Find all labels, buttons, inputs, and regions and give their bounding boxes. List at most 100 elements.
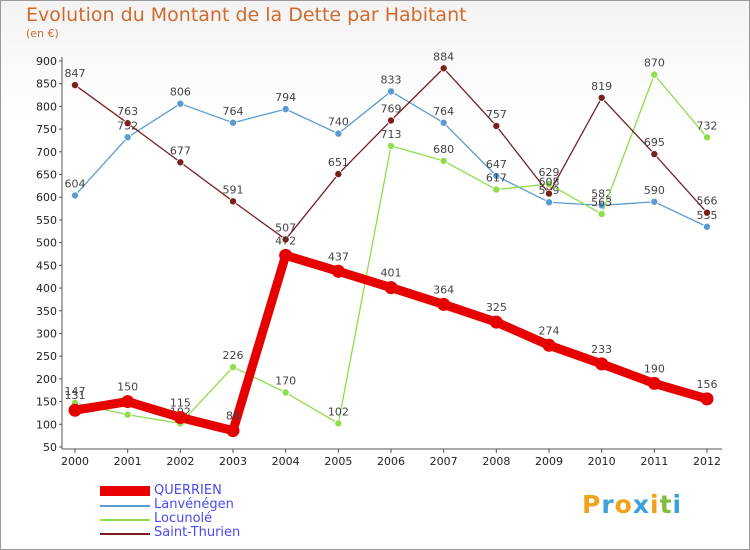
data-label: 870	[644, 57, 665, 70]
data-label: 274	[539, 324, 560, 337]
logo-letter: t	[659, 490, 673, 519]
legend-item-locunole[interactable]: Locunolé	[100, 512, 300, 526]
y-tick-label: 400	[36, 282, 57, 295]
legend-item-lanvenegen[interactable]: Lanvénégen	[100, 498, 300, 512]
data-point	[492, 171, 501, 180]
data-label: 629	[539, 166, 560, 179]
x-tick-label: 2006	[377, 455, 405, 468]
data-point	[439, 156, 448, 165]
data-label: 651	[328, 156, 349, 169]
data-point	[281, 388, 290, 397]
data-label: 833	[381, 73, 402, 86]
y-tick-label: 750	[36, 123, 57, 136]
data-point	[331, 264, 345, 278]
data-point	[228, 197, 237, 206]
data-point	[492, 121, 501, 130]
x-tick-label: 2003	[219, 455, 247, 468]
data-label: 764	[433, 105, 454, 118]
data-point	[176, 99, 185, 108]
data-point	[71, 191, 80, 200]
data-label: 364	[433, 283, 454, 296]
data-label: 147	[65, 385, 86, 398]
y-tick-label: 550	[36, 214, 57, 227]
data-point	[650, 197, 659, 206]
data-label: 764	[223, 105, 244, 118]
data-point	[647, 376, 661, 390]
data-point	[123, 133, 132, 142]
chart-subtitle: (en €)	[26, 27, 59, 40]
data-label: 150	[117, 381, 138, 394]
data-label: 566	[697, 195, 718, 208]
data-point	[650, 70, 659, 79]
proxiti-logo: Proxiti	[582, 490, 682, 519]
legend: QUERRIEN Lanvénégen Locunolé Saint-Thuri…	[100, 484, 300, 540]
legend-swatch	[100, 519, 150, 521]
data-point	[437, 297, 451, 311]
data-point	[597, 93, 606, 102]
data-point	[386, 141, 395, 150]
data-label: 472	[275, 234, 296, 247]
data-point	[121, 395, 135, 409]
data-point	[384, 281, 398, 295]
logo-letter: x	[632, 490, 650, 519]
data-point	[123, 119, 132, 128]
y-tick-label: 100	[36, 418, 57, 431]
y-tick-label: 650	[36, 169, 57, 182]
data-point	[281, 235, 290, 244]
data-point	[228, 363, 237, 372]
data-label: 115	[170, 396, 191, 409]
x-tick-label: 2008	[482, 455, 510, 468]
data-point	[68, 403, 82, 417]
data-label: 226	[223, 349, 244, 362]
x-tick-label: 2001	[114, 455, 142, 468]
logo-letter: o	[614, 490, 633, 519]
data-point	[650, 150, 659, 159]
legend-swatch	[100, 486, 150, 496]
x-tick-label: 2007	[430, 455, 458, 468]
legend-label: QUERRIEN	[154, 483, 222, 498]
data-point	[173, 410, 187, 424]
data-label: 437	[328, 250, 349, 263]
data-label: 847	[65, 67, 86, 80]
data-label: 102	[328, 405, 349, 418]
logo-letter: r	[601, 490, 615, 519]
data-point	[597, 210, 606, 219]
data-point	[545, 189, 554, 198]
data-point	[386, 116, 395, 125]
y-tick-label: 450	[36, 259, 57, 272]
data-point	[334, 170, 343, 179]
x-tick-label: 2010	[588, 455, 616, 468]
legend-item-saint-thurien[interactable]: Saint-Thurien	[100, 526, 300, 540]
y-tick-label: 150	[36, 396, 57, 409]
data-label: 582	[591, 187, 612, 200]
legend-item-querrien[interactable]: QUERRIEN	[100, 484, 300, 498]
data-label: 590	[644, 184, 665, 197]
data-point	[439, 118, 448, 127]
data-label: 713	[381, 128, 402, 141]
data-label: 769	[381, 102, 402, 115]
data-point	[226, 424, 240, 438]
data-point	[545, 180, 554, 189]
data-label: 806	[170, 86, 191, 99]
chart-title: Evolution du Montant de la Dette par Hab…	[26, 4, 467, 26]
y-tick-label: 350	[36, 305, 57, 318]
x-tick-label: 2004	[272, 455, 300, 468]
data-label: 740	[328, 116, 349, 129]
logo-letter: i	[650, 490, 660, 519]
y-tick-label: 500	[36, 237, 57, 250]
data-label: 591	[223, 183, 244, 196]
y-tick-label: 850	[36, 78, 57, 91]
data-point	[439, 64, 448, 73]
data-label: 732	[697, 119, 718, 132]
data-point	[123, 410, 132, 419]
data-label: 884	[433, 50, 454, 63]
data-point	[703, 208, 712, 217]
data-label: 794	[275, 91, 296, 104]
data-label: 647	[486, 158, 507, 171]
data-point	[703, 133, 712, 142]
data-point	[492, 185, 501, 194]
data-point	[71, 81, 80, 90]
data-point	[703, 222, 712, 231]
data-point	[595, 357, 609, 371]
